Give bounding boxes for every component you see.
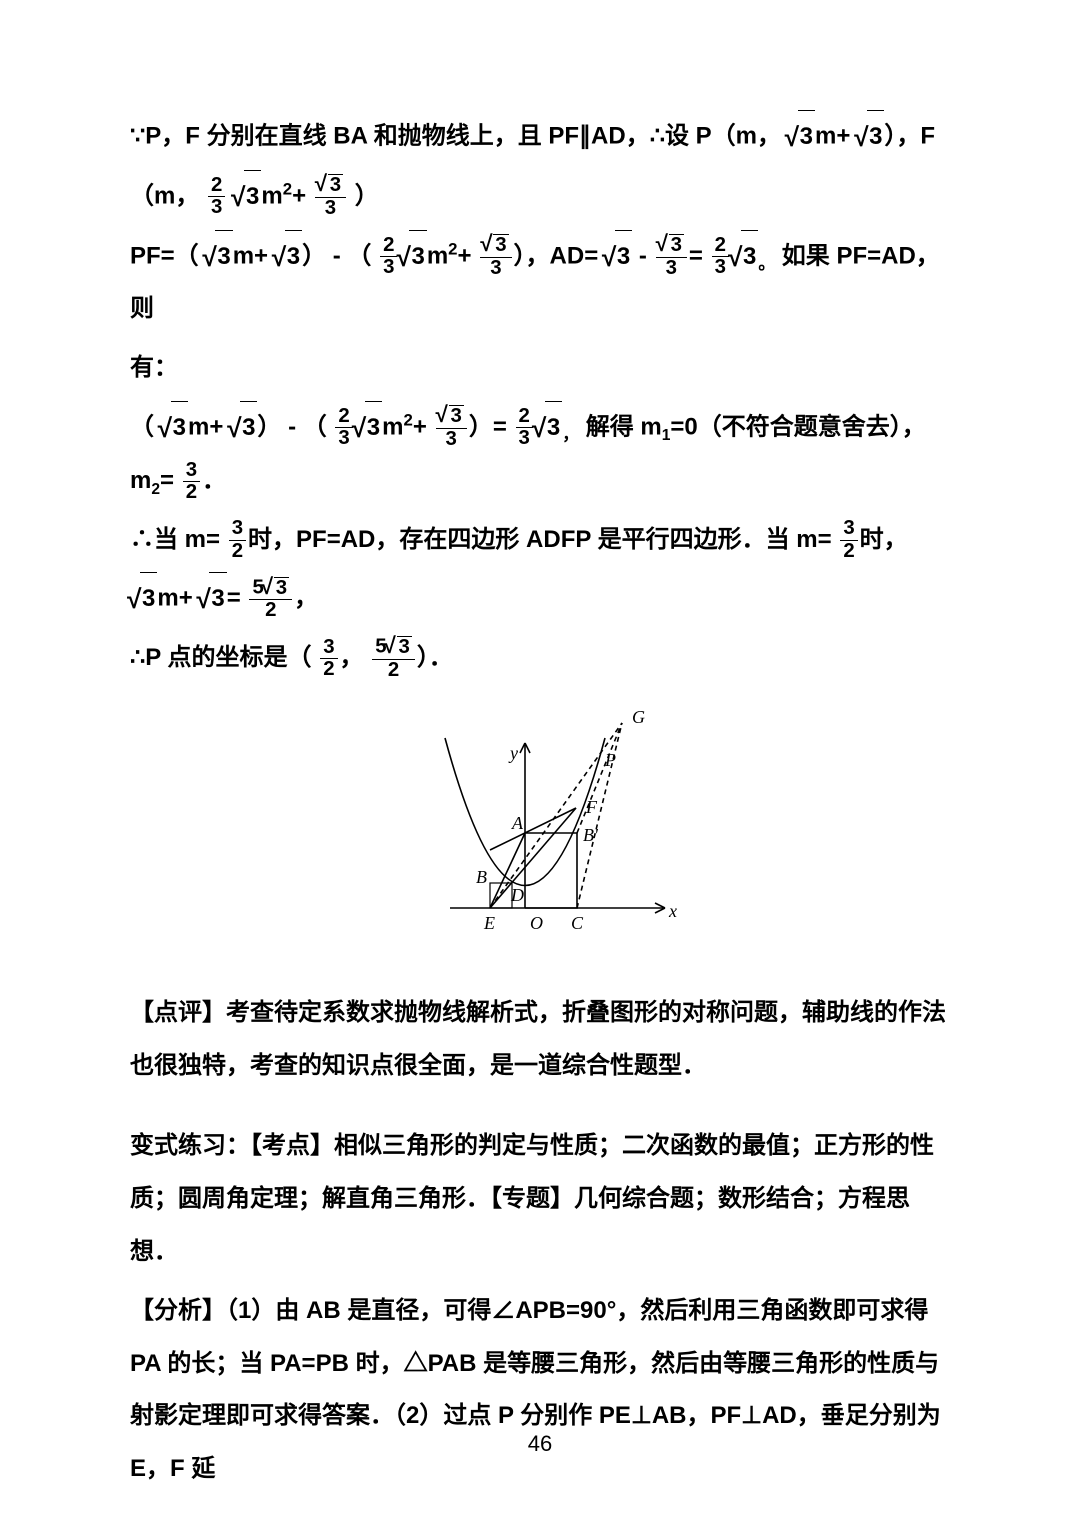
text: ），AD=: [514, 242, 599, 269]
frac-2-3: 23: [712, 235, 729, 279]
text: ，: [340, 644, 364, 671]
svg-text:F: F: [585, 797, 598, 817]
page-number: 46: [0, 1431, 1080, 1457]
svg-text:O: O: [530, 913, 543, 933]
practice-paragraph: 变式练习：【考点】相似三角形的判定与性质；二次函数的最值；正方形的性质；圆周角定…: [130, 1120, 950, 1278]
svg-text:C: C: [571, 913, 584, 933]
sqrt-3: 3: [130, 572, 157, 626]
paragraph-1: ∵P，F 分别在直线 BA 和抛物线上，且 PF∥AD，∴设 P（m， 3m+ …: [130, 110, 950, 164]
text: m: [261, 182, 282, 209]
text: +: [292, 182, 306, 209]
sub-2: 2: [151, 481, 160, 498]
paragraph-1b: （m， 23 3m2+ 33 ）: [130, 170, 950, 224]
sqrt-3: 3: [857, 110, 884, 164]
text: m+: [157, 585, 192, 612]
text: +: [458, 242, 472, 269]
text: ） - （: [257, 413, 326, 440]
frac-sqrt3-3: 33: [656, 234, 687, 279]
review-paragraph: 【点评】考查待定系数求抛物线解析式，折叠图形的对称问题，辅助线的作法也很独特，考…: [130, 987, 950, 1093]
text: ．: [202, 467, 226, 494]
sqrt-3: 3: [199, 572, 226, 626]
frac-sqrt3-3: 33: [480, 234, 511, 279]
parabola-diagram: G P Fy A B' B DE O Cx: [130, 693, 950, 973]
text: （: [130, 413, 154, 440]
sqrt-3: 3: [205, 230, 232, 284]
sqrt-3: 3: [731, 230, 758, 284]
text: 时，: [860, 526, 908, 553]
text: （m，: [130, 182, 199, 209]
frac-3-2: 32: [840, 518, 857, 562]
text: PF=（: [130, 242, 199, 269]
sqrt-3: 3: [399, 230, 426, 284]
sqrt-3: 3: [234, 170, 261, 224]
frac-2-3: 23: [208, 175, 225, 219]
text: m+: [815, 122, 850, 149]
sqrt-3: 3: [355, 401, 382, 455]
analysis-paragraph: 【分析】（1）由 AB 是直径，可得∠APB=90°，然后利用三角函数即可求得 …: [130, 1285, 950, 1496]
frac-2-3: 23: [335, 406, 352, 450]
paragraph-you: 有：: [130, 342, 950, 395]
svg-text:E: E: [483, 913, 495, 933]
frac-5sqrt3-2: 532: [249, 577, 292, 622]
diagram-svg: G P Fy A B' B DE O Cx: [390, 693, 690, 953]
sqrt-3: 3: [605, 230, 632, 284]
page-content: ∵P，F 分别在直线 BA 和抛物线上，且 PF∥AD，∴设 P（m， 3m+ …: [0, 0, 1080, 1496]
text: ∵P，F 分别在直线 BA 和抛物线上，且 PF∥AD，∴设 P（m，: [130, 122, 781, 149]
text: ）．: [417, 644, 453, 671]
paragraph-pf: PF=（ 3m+ 3） - （ 233m2+ 33），AD= 3 - 33= 2…: [130, 230, 950, 337]
text: m+: [188, 413, 223, 440]
text: m: [382, 413, 403, 440]
frac-3-2: 32: [229, 518, 246, 562]
frac-2-3: 23: [516, 406, 533, 450]
frac-3-2: 32: [320, 637, 337, 681]
text: m+: [233, 242, 268, 269]
frac-sqrt3-3: 33: [315, 174, 346, 219]
sup-2: 2: [448, 239, 457, 258]
text: ） - （: [302, 242, 371, 269]
sqrt-3: 3: [230, 401, 257, 455]
frac-2-3: 23: [380, 235, 397, 279]
paragraph-m: ∴当 m= 32时，PF=AD，存在四边形 ADFP 是平行四边形．当 m= 3…: [130, 514, 950, 567]
svg-text:D: D: [510, 885, 524, 905]
svg-text:B: B: [476, 867, 487, 887]
paragraph-r: 3m+ 3= 532，: [130, 572, 950, 626]
text: ）=: [469, 413, 507, 440]
text: =: [689, 242, 703, 269]
paragraph-point: ∴P 点的坐标是（ 32， 532）．: [130, 632, 950, 685]
text: ），F: [884, 122, 935, 149]
sqrt-3: 3: [275, 230, 302, 284]
text: 解得 m: [586, 413, 662, 440]
text: =: [227, 585, 241, 612]
text: ，: [294, 585, 318, 612]
frac-5sqrt3-2: 532: [372, 636, 415, 681]
frac-sqrt3-3: 33: [436, 405, 467, 450]
text: 时，PF=AD，存在四边形 ADFP 是平行四边形．当 m=: [248, 526, 832, 553]
svg-text:G: G: [632, 707, 645, 727]
svg-text:B': B': [583, 825, 599, 845]
text: m: [427, 242, 448, 269]
paragraph-eq: （ 3m+ 3） - （ 233m2+ 33）= 233， 解得 m1=0（不符…: [130, 401, 950, 508]
sqrt-3: 3: [535, 401, 562, 455]
text: ）: [355, 182, 379, 209]
text: +: [413, 413, 427, 440]
sqrt-3: 3: [161, 401, 188, 455]
svg-text:P: P: [604, 750, 616, 770]
text: ∴P 点的坐标是（: [130, 644, 312, 671]
svg-text:A: A: [511, 813, 524, 833]
svg-text:x: x: [668, 901, 677, 921]
sup-2: 2: [283, 179, 292, 198]
text: ∴当 m=: [130, 526, 220, 553]
text: =: [160, 467, 174, 494]
sup-2: 2: [403, 410, 412, 429]
frac-3-2: 32: [183, 460, 200, 504]
text: -: [632, 242, 653, 269]
sqrt-3: 3: [788, 110, 815, 164]
svg-text:y: y: [508, 743, 518, 763]
